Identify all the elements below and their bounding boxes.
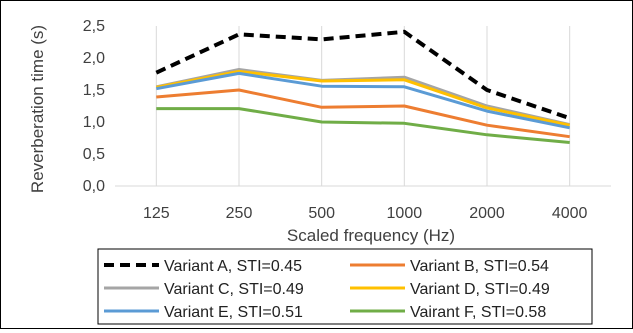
x-tick-label: 2000 [469,205,505,222]
y-tick-label: 2,0 [83,50,105,67]
y-tick-label: 2,5 [83,18,105,35]
series-line-4 [156,69,571,127]
series-line-3 [155,68,571,127]
y-tick-label: 0,0 [83,178,105,195]
legend-label-3: Variant C, STI=0.49 [164,281,304,298]
legend-label-1: Variant A, STI=0.45 [164,258,302,275]
x-tick-label: 500 [308,205,335,222]
legend: Variant A, STI=0.45 Variant B, STI=0.54 Va… [97,248,593,325]
x-axis-title: Scaled frequency (Hz) [287,226,455,245]
series-line-1 [155,29,571,121]
axis-layer: 0,0 0,5 1,0 1,5 2,0 2,5 125 250 500 1000 2000 4000 [83,18,611,222]
x-tick-label: 1000 [387,205,423,222]
series-line-2 [156,88,570,139]
legend-label-6: Vairant F, STI=0.58 [410,304,546,321]
y-tick-label: 0,5 [83,146,105,163]
y-tick-label: 1,0 [83,114,105,131]
x-tick-label: 250 [226,205,253,222]
legend-label-2: Variant B, STI=0.54 [410,258,549,275]
series-layer [155,29,571,144]
y-axis-title: Reverberation time (s) [28,25,47,193]
x-tick-label: 125 [143,205,170,222]
x-tick-label: 4000 [552,205,588,222]
y-tick-label: 1,5 [83,82,105,99]
legend-label-4: Variant D, STI=0.49 [410,281,550,298]
series-line-6 [156,107,570,144]
series-line-5 [156,71,570,130]
legend-box [97,248,593,325]
legend-label-5: Variant E, STI=0.51 [164,304,303,321]
